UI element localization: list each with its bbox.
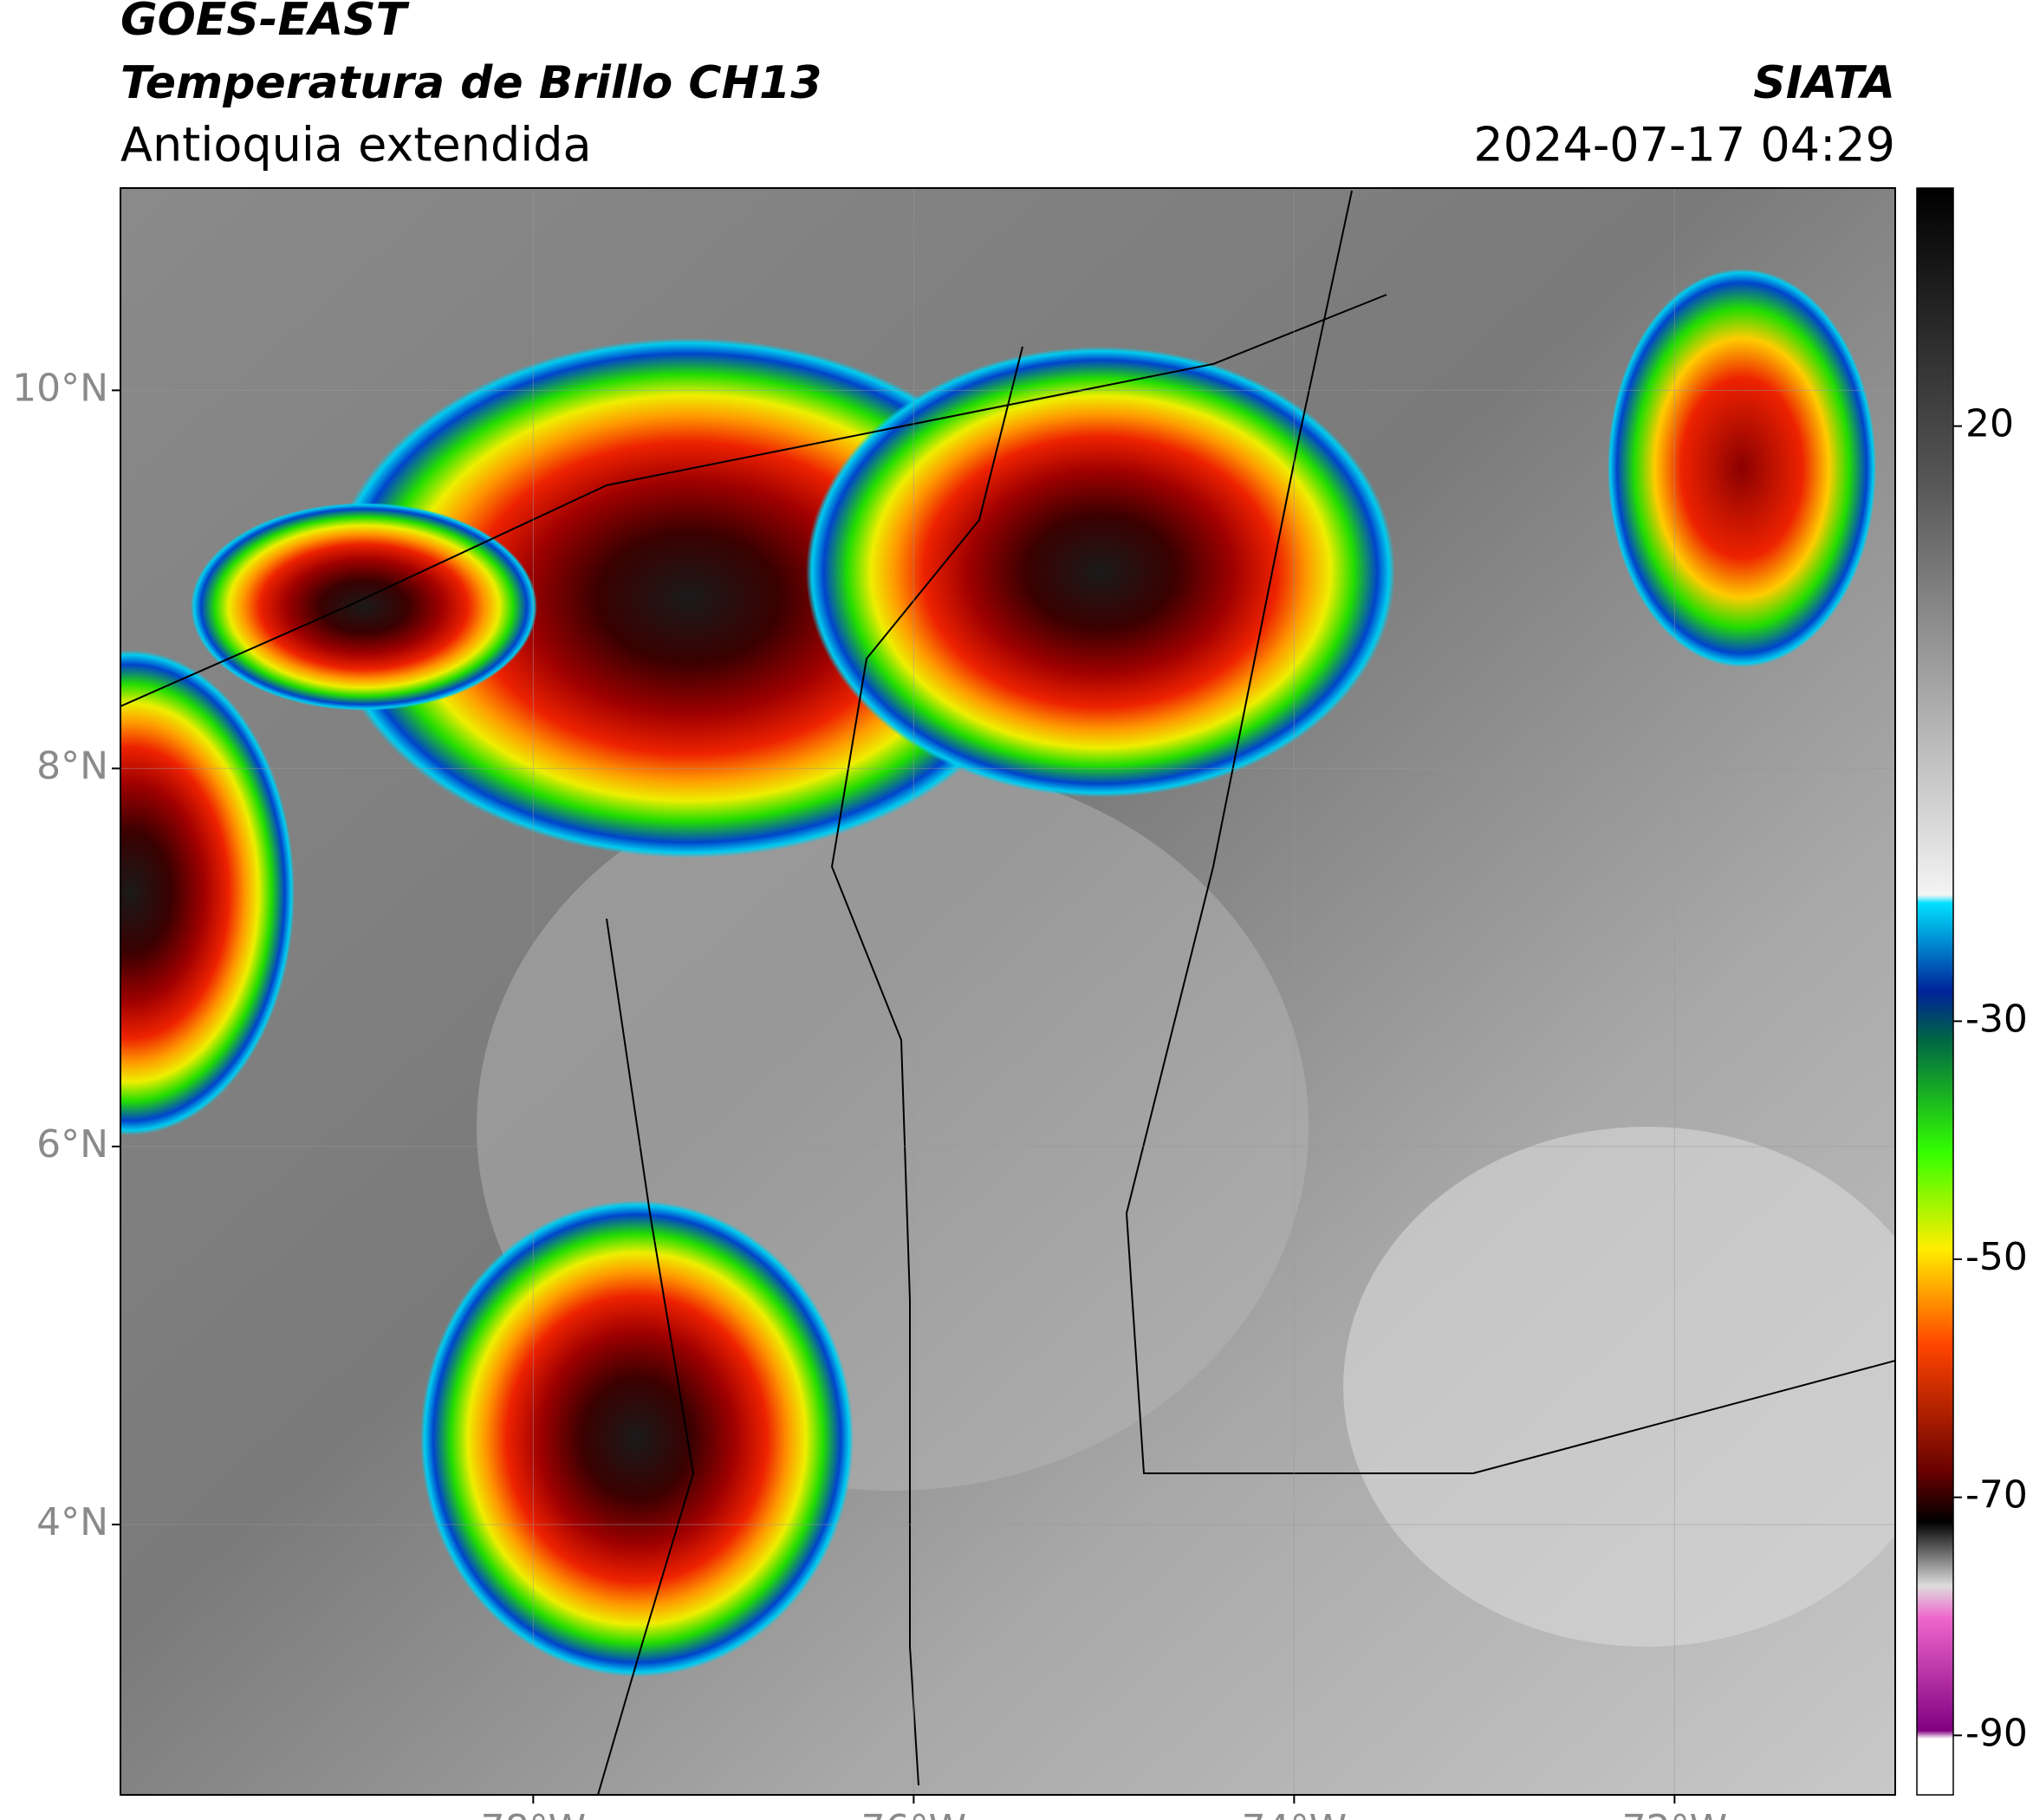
cloud <box>1343 1127 1895 1647</box>
border <box>1125 190 1895 1474</box>
y-tick-label: 6°N <box>36 1122 108 1167</box>
storm <box>420 1200 854 1677</box>
y-tick-label: 8°N <box>36 744 108 789</box>
region: Antioquia extendida <box>120 118 592 172</box>
x-tick-label: 72°W <box>1622 1807 1728 1820</box>
x-tick-label: 78°W <box>481 1807 587 1820</box>
coastline <box>597 918 695 1795</box>
x-tick-label: 76°W <box>861 1807 967 1820</box>
border <box>830 346 1023 1786</box>
y-tick-label: 4°N <box>36 1500 108 1544</box>
y-tick-label: 10°N <box>12 366 108 410</box>
plot-frame <box>120 187 1896 1796</box>
storm <box>120 650 295 1135</box>
title: GOES-EAST <box>120 0 410 46</box>
colorbar <box>1916 187 1954 1796</box>
colorbar-label: -70 <box>1965 1473 2028 1518</box>
colorbar-label: -90 <box>1965 1711 2028 1755</box>
grid <box>120 188 1895 1795</box>
map-imagery <box>120 188 1895 1795</box>
storm <box>806 347 1395 797</box>
storm <box>191 503 537 711</box>
colorbar-label: -30 <box>1965 997 2028 1041</box>
subtitle: Temperatura de Brillo CH13 <box>120 57 822 109</box>
colorbar-label: 20 <box>1965 402 2014 446</box>
storm <box>1608 269 1876 667</box>
x-tick-label: 74°W <box>1242 1807 1348 1820</box>
coastline <box>120 294 1387 707</box>
source: SIATA <box>1753 57 1895 109</box>
datetime: 2024-07-17 04:29 <box>1473 118 1895 172</box>
colorbar-label: -50 <box>1965 1235 2028 1279</box>
